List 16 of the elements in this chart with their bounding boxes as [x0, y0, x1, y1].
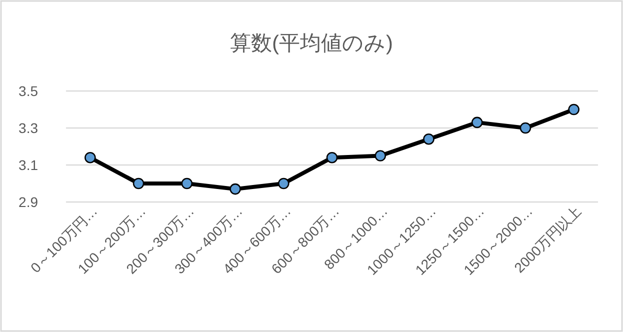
point [520, 122, 532, 134]
point [230, 183, 241, 195]
point [278, 178, 290, 190]
point [471, 116, 483, 128]
point [181, 178, 193, 190]
y-tick-label: 3.5 [18, 83, 38, 99]
point [326, 152, 338, 164]
point [84, 152, 96, 164]
y-tick-label: 2.9 [18, 194, 38, 210]
point [374, 150, 386, 162]
point [568, 104, 580, 116]
chart-title: 算数(平均値のみ) [230, 32, 393, 55]
point [423, 133, 434, 145]
point [132, 178, 144, 190]
y-tick-label: 3.1 [18, 157, 38, 173]
y-tick-label: 3.3 [18, 120, 38, 136]
